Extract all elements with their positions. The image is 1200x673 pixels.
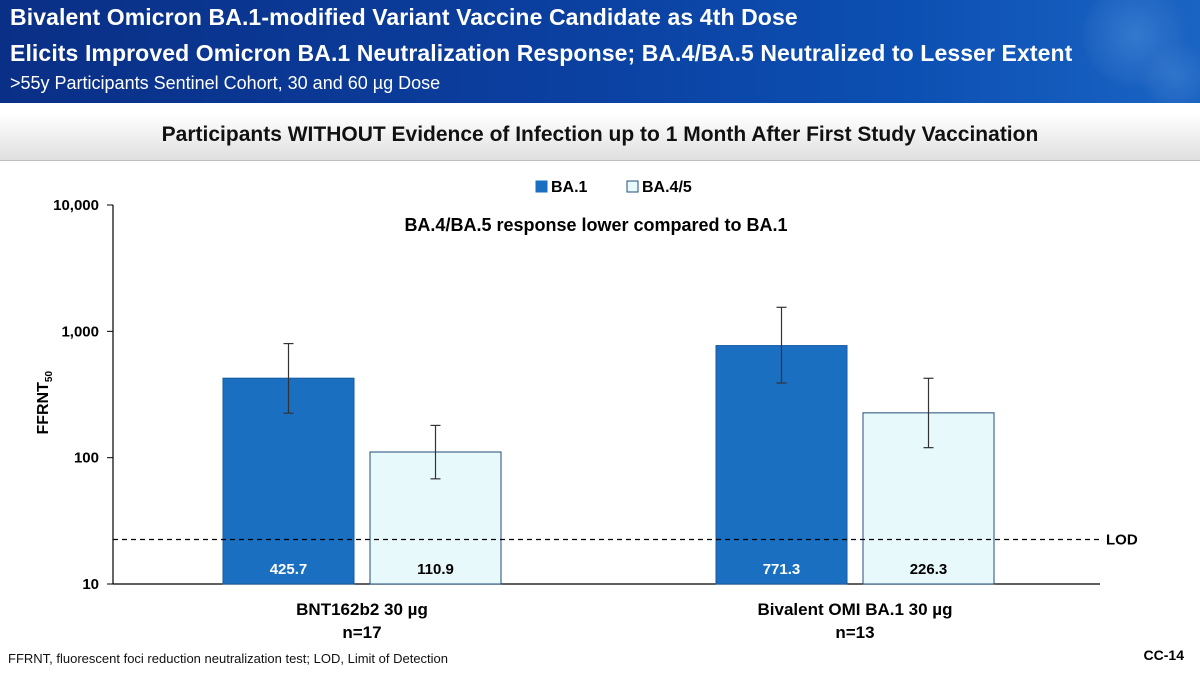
y-tick-label: 1,000 <box>61 323 99 340</box>
header-banner: Bivalent Omicron BA.1-modified Variant V… <box>0 0 1200 103</box>
section-banner: Participants WITHOUT Evidence of Infecti… <box>0 114 1200 161</box>
x-category-n: n=17 <box>342 623 381 642</box>
data-label: 425.7 <box>270 561 308 578</box>
legend-swatch <box>626 180 639 193</box>
legend-label: BA.1 <box>551 179 588 196</box>
data-label: 110.9 <box>417 561 454 578</box>
data-label: 771.3 <box>763 561 801 578</box>
slide-number: CC-14 <box>1143 647 1184 663</box>
legend-label: BA.4/5 <box>642 179 692 196</box>
x-category-label: BNT162b2 30 µg <box>296 600 428 619</box>
y-tick-label: 100 <box>74 450 99 467</box>
subtitle: >55y Participants Sentinel Cohort, 30 an… <box>10 73 441 93</box>
title-line-2: Elicits Improved Omicron BA.1 Neutraliza… <box>10 40 1073 66</box>
data-label: 226.3 <box>910 561 948 578</box>
y-axis-label: FFRNT50 <box>35 371 55 435</box>
virus-illustration <box>1080 0 1190 90</box>
x-category-n: n=13 <box>835 623 874 642</box>
y-axis-label-subscript: 50 <box>44 371 55 383</box>
x-category-label: Bivalent OMI BA.1 30 µg <box>758 600 953 619</box>
y-tick-label: 10,000 <box>53 197 99 214</box>
legend-swatch <box>535 180 548 193</box>
title-line-1: Bivalent Omicron BA.1-modified Variant V… <box>10 4 798 30</box>
footnote: FFRNT, fluorescent foci reduction neutra… <box>8 651 449 666</box>
lod-label: LOD <box>1106 532 1138 549</box>
virus-illustration <box>1140 40 1200 103</box>
chart-annotation: BA.4/BA.5 response lower compared to BA.… <box>404 215 787 235</box>
bar <box>715 345 848 585</box>
y-tick-label: 10 <box>82 576 99 593</box>
banner-text: Participants WITHOUT Evidence of Infecti… <box>161 123 1039 146</box>
